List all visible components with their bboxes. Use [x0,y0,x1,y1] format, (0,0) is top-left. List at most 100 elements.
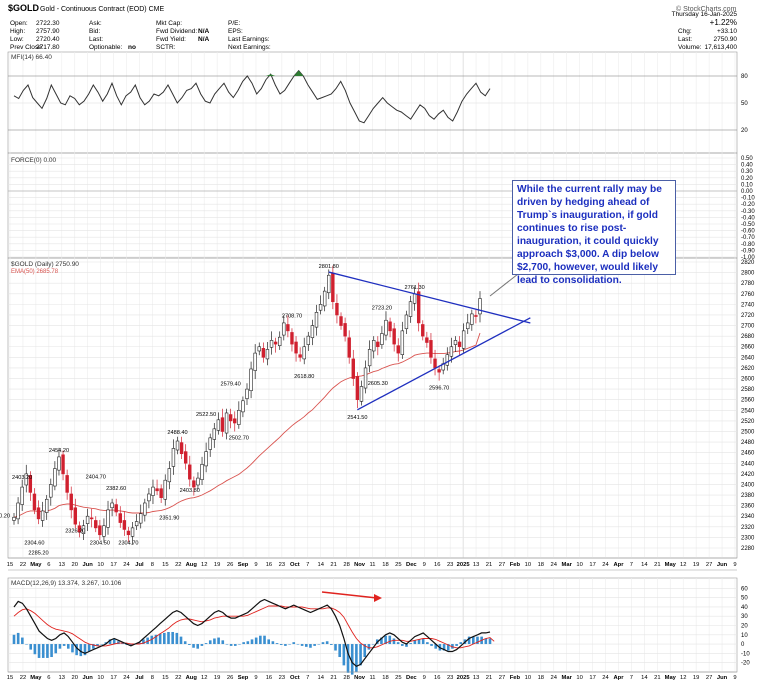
macd-histogram-bar [137,642,141,645]
macd-histogram-bar [246,641,250,645]
macd-tick-label: 20 [741,624,748,630]
x-tick-label: 23 [447,562,453,568]
macd-histogram-bar [346,644,350,673]
field-label: Prev Close: [10,44,44,51]
x-tick-label: 14 [641,562,648,568]
chart-header: $GOLD Gold - Continuous Contract (EOD) C… [8,3,737,13]
candle-body [220,417,225,432]
macd-histogram-bar [238,644,241,645]
candle-body [57,456,61,471]
macd-tick-label: 30 [741,614,748,620]
price-label: 2304.70 [118,540,138,546]
candle-body [245,388,249,399]
field-label: Last: [678,36,692,43]
x-tick-label: 13 [473,675,479,681]
macd-panel: 60 50 40 30 20 10 0 -10 -20 MACD(12,26,9) 13.374,… [8,578,750,675]
candle-body [355,376,360,401]
candle-body [314,312,319,328]
macd-histogram-bar [430,644,433,646]
candle-body [367,349,372,367]
macd-histogram-bar [392,638,396,645]
candle-body [24,473,28,486]
macd-histogram-bar [426,642,429,645]
x-tick-label: 15 [162,675,168,681]
x-tick-label: 14 [641,675,648,681]
macd-histogram-bar [350,644,354,675]
x-tick-label: 8 [151,562,154,568]
x-tick-label: 16 [266,675,272,681]
candle-body [171,448,176,467]
x-tick-label: 10 [97,562,103,568]
x-tick-label: 10 [576,675,582,681]
macd-histogram-bar [171,631,174,645]
force-tick-label: -0.40 [741,215,755,221]
x-tick-label: 17 [589,562,595,568]
price-label: 2618.80 [294,374,314,380]
candle-body [457,341,462,348]
price-tick-label: 2500 [741,429,755,435]
field-label: Open: [10,20,28,27]
candle-body [102,525,106,537]
x-tick-label: Jun [83,562,94,568]
price-label: 2304.60 [24,540,44,546]
macd-histogram-bar [71,644,74,653]
field-value: 2757.90 [36,28,60,35]
x-tick-label: 18 [538,562,544,568]
macd-histogram-bar [37,644,41,658]
x-tick-label: 12 [201,562,207,568]
macd-histogram-bar [263,635,266,645]
x-tick-label: 9 [423,675,426,681]
candle-body [249,368,253,392]
price-label: 2761.30 [404,285,424,291]
price-label: 2403.20 [12,475,32,481]
macd-histogram-bar [313,644,316,646]
mfi-tick-label: 80 [741,74,748,80]
macd-histogram-bar [467,636,471,645]
macd-histogram-bar [275,643,279,645]
candle-body [437,369,441,373]
candle-body [159,488,163,498]
x-tick-label: 28 [343,562,349,568]
candle-body [12,516,16,521]
field-value: N/A [198,36,210,43]
candle-body [343,323,347,337]
price-tick-label: 2360 [741,504,755,510]
price-tick-label: 2300 [741,535,755,541]
macd-tick-label: 40 [741,605,748,611]
macd-histogram-bar [442,644,446,651]
price-label: 2708.70 [282,313,302,319]
macd-histogram-bar [50,644,53,658]
field-label: High: [10,28,25,35]
x-tick-label: Oct [290,562,300,568]
macd-histogram-bar [338,644,341,658]
force-tick-label: -0.30 [741,209,755,215]
price-label: 2522.50 [196,412,216,418]
candle-body [286,324,290,332]
macd-histogram-bar [417,639,421,645]
x-tick-label: 14 [317,562,324,568]
x-tick-label: 18 [538,675,544,681]
candle-body [134,521,139,527]
x-tick-label: 21 [330,562,336,568]
macd-histogram-bar [158,633,162,645]
x-tick-label: 13 [59,562,65,568]
price-tick-label: 2400 [741,482,755,488]
candle-body [118,513,122,523]
macd-histogram-bar [304,644,308,647]
macd-histogram-bar [208,640,212,645]
price-panel: 2820 2800 2780 2760 2740 2720 2700 2680 2660 2640… [0,258,755,558]
candle-body [331,272,335,303]
macd-histogram-bar [96,644,99,646]
x-tick-label: 21 [486,562,492,568]
field-value: 2722.30 [36,20,60,27]
field-value: N/A [198,28,210,35]
macd-histogram-bar [175,632,179,645]
force-tick-label: -0.10 [741,196,755,202]
candle-body [98,525,102,536]
macd-histogram-bar [66,644,70,649]
x-tick-label: 16 [434,562,440,568]
candle-body [261,348,266,358]
x-tick-label: 7 [306,675,309,681]
macd-histogram-bar [446,644,450,651]
